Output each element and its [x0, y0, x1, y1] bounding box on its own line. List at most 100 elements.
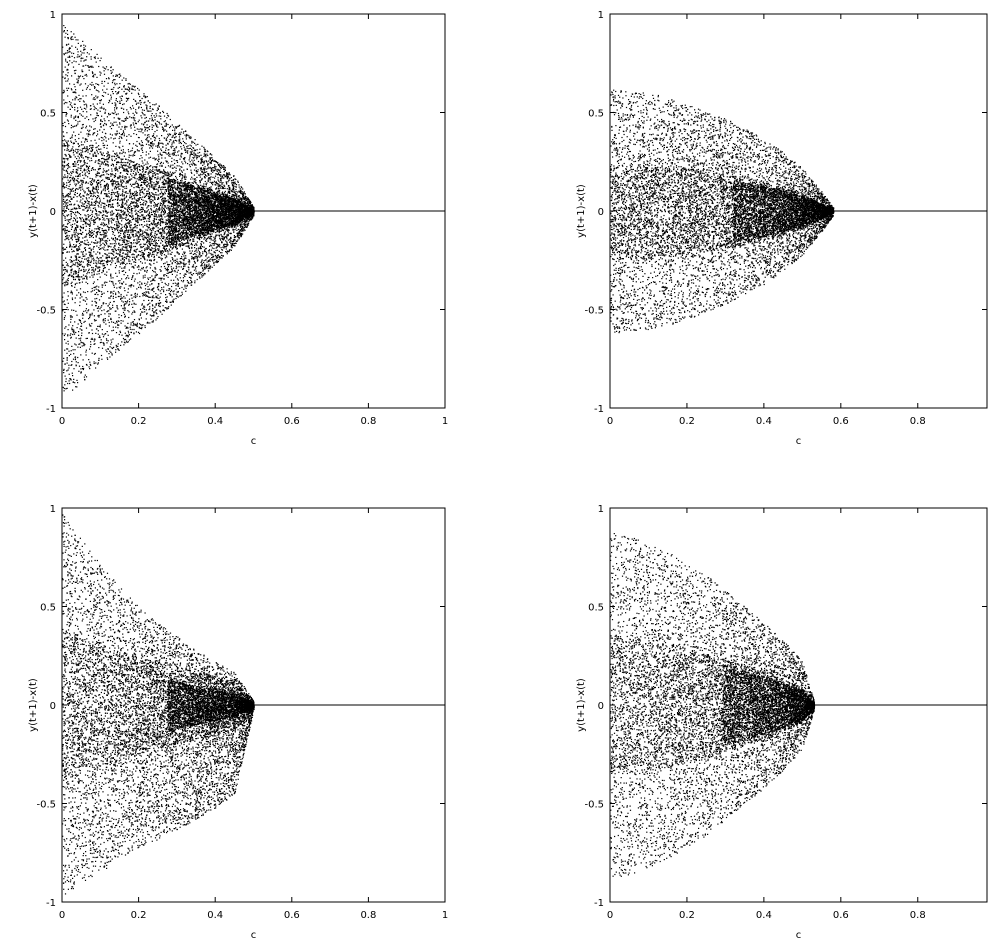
scatter-point [79, 85, 80, 86]
scatter-point [124, 257, 125, 258]
scatter-point [87, 193, 88, 194]
scatter-point [114, 117, 115, 118]
scatter-point [86, 89, 87, 90]
scatter-point [135, 304, 136, 305]
scatter-point [85, 250, 86, 251]
scatter-point [122, 248, 123, 249]
scatter-point [65, 326, 66, 327]
scatter-point [197, 184, 198, 185]
scatter-point [131, 196, 132, 197]
scatter-point [91, 230, 92, 231]
scatter-point [114, 243, 115, 244]
scatter-point [128, 87, 129, 88]
scatter-point [138, 265, 139, 266]
scatter-point [183, 208, 184, 209]
scatter-point [78, 64, 79, 65]
scatter-point [110, 253, 111, 254]
scatter-point [101, 192, 102, 193]
scatter-point [142, 263, 143, 264]
scatter-point [169, 250, 170, 251]
scatter-point [80, 200, 81, 201]
scatter-point [198, 169, 199, 170]
scatter-point [133, 122, 134, 123]
scatter-point [78, 138, 79, 139]
scatter-point [93, 169, 94, 170]
scatter-point [141, 145, 142, 146]
scatter-point [237, 192, 238, 193]
scatter-point [123, 296, 124, 297]
scatter-point [119, 103, 120, 104]
scatter-point [63, 260, 64, 261]
scatter-point [110, 134, 111, 135]
scatter-point [182, 163, 183, 164]
scatter-point [165, 193, 166, 194]
scatter-point [117, 206, 118, 207]
scatter-point [111, 277, 112, 278]
scatter-point [123, 77, 124, 78]
scatter-point [121, 300, 122, 301]
scatter-point [155, 204, 156, 205]
scatter-point [147, 245, 148, 246]
scatter-point [137, 236, 138, 237]
scatter-point [110, 246, 111, 247]
scatter-point [116, 188, 117, 189]
scatter-point [157, 295, 158, 296]
scatter-point [115, 76, 116, 77]
scatter-point [81, 83, 82, 84]
scatter-point [149, 322, 150, 323]
scatter-point [63, 208, 64, 209]
scatter-point [193, 254, 194, 255]
scatter-point [93, 249, 94, 250]
scatter-point [93, 84, 94, 85]
scatter-point [138, 131, 139, 132]
scatter-point [96, 108, 97, 109]
scatter-point [191, 149, 192, 150]
scatter-point [133, 89, 134, 90]
scatter-point [85, 351, 86, 352]
scatter-point [155, 192, 156, 193]
scatter-point [177, 259, 178, 260]
scatter-point [183, 266, 184, 267]
scatter-point [97, 252, 98, 253]
scatter-point [187, 153, 188, 154]
scatter-point [151, 192, 152, 193]
scatter-point [211, 190, 212, 191]
scatter-point [73, 169, 74, 170]
scatter-point [87, 203, 88, 204]
scatter-point [104, 260, 105, 261]
scatter-point [114, 102, 115, 103]
scatter-point [91, 214, 92, 215]
scatter-point [106, 156, 107, 157]
scatter-point [161, 200, 162, 201]
scatter-point [214, 265, 215, 266]
scatter-point [108, 165, 109, 166]
scatter-point [122, 193, 123, 194]
scatter-point [107, 238, 108, 239]
scatter-point [215, 166, 216, 167]
scatter-point [170, 260, 171, 261]
scatter-point [124, 156, 125, 157]
scatter-point [97, 294, 98, 295]
scatter-point [136, 239, 137, 240]
scatter-point [131, 229, 132, 230]
scatter-point [86, 282, 87, 283]
scatter-point [196, 273, 197, 274]
scatter-point [93, 208, 94, 209]
scatter-point [158, 161, 159, 162]
scatter-point [91, 250, 92, 251]
scatter-point [73, 180, 74, 181]
scatter-point [169, 236, 170, 237]
scatter-point [133, 124, 134, 125]
scatter-point [91, 66, 92, 67]
scatter-point [67, 299, 68, 300]
scatter-point [77, 241, 78, 242]
scatter-point [166, 248, 167, 249]
scatter-point [153, 271, 154, 272]
scatter-point [84, 60, 85, 61]
scatter-point [119, 266, 120, 267]
scatter-point [179, 170, 180, 171]
scatter-point [139, 166, 140, 167]
scatter-point [87, 272, 88, 273]
scatter-point [119, 138, 120, 139]
scatter-point [63, 167, 64, 168]
